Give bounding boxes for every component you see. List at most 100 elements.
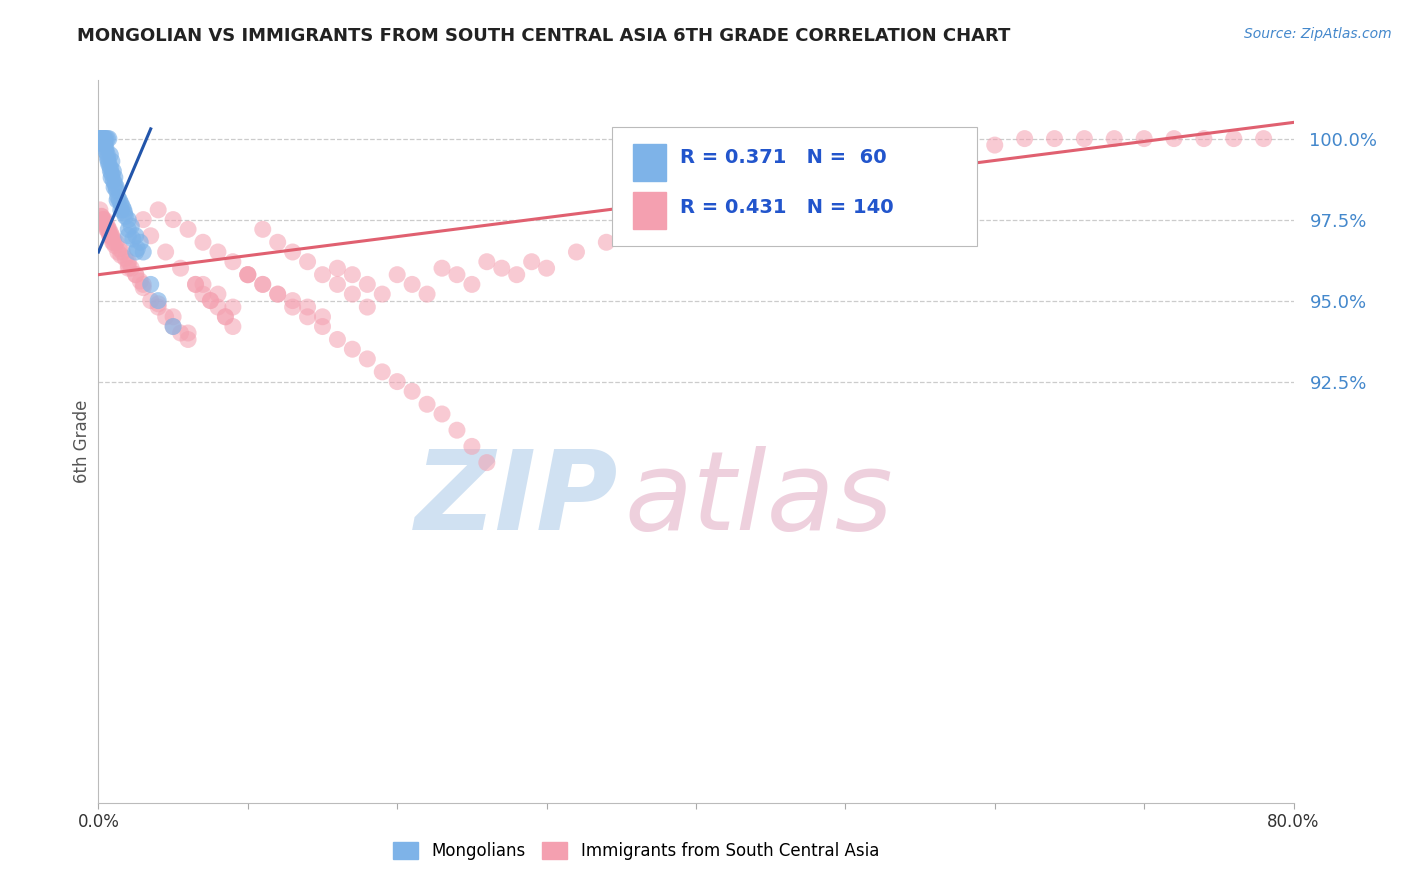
Point bbox=[177, 326, 200, 340]
Point bbox=[177, 222, 200, 236]
Point bbox=[326, 333, 349, 347]
Point bbox=[207, 287, 229, 301]
Point bbox=[626, 228, 648, 243]
Point bbox=[93, 138, 115, 153]
Point bbox=[148, 300, 170, 314]
Point bbox=[103, 235, 125, 250]
Point bbox=[105, 235, 128, 250]
Point bbox=[177, 333, 200, 347]
Point bbox=[924, 148, 946, 162]
Point bbox=[94, 216, 117, 230]
Point bbox=[1163, 131, 1185, 145]
Point bbox=[984, 138, 1007, 153]
Point bbox=[834, 170, 856, 185]
Point bbox=[401, 384, 423, 399]
Point bbox=[112, 202, 135, 217]
Point bbox=[267, 287, 290, 301]
Point bbox=[93, 131, 115, 145]
Point bbox=[200, 293, 222, 308]
Point bbox=[96, 222, 118, 236]
Point bbox=[93, 216, 115, 230]
Point bbox=[252, 222, 274, 236]
Point bbox=[200, 293, 222, 308]
Point bbox=[94, 219, 117, 233]
Point bbox=[385, 268, 409, 282]
Point bbox=[162, 310, 184, 324]
Point bbox=[714, 202, 737, 217]
Point bbox=[104, 238, 127, 252]
Point bbox=[1253, 131, 1275, 145]
Point bbox=[117, 254, 139, 268]
Point bbox=[98, 161, 122, 175]
Point bbox=[416, 397, 439, 411]
Point bbox=[97, 154, 120, 169]
Point bbox=[281, 245, 304, 260]
Point bbox=[148, 202, 170, 217]
Point bbox=[93, 131, 115, 145]
Point bbox=[236, 268, 259, 282]
Point bbox=[804, 180, 827, 194]
Point bbox=[91, 212, 114, 227]
Point bbox=[97, 131, 120, 145]
Point bbox=[184, 277, 207, 292]
Point bbox=[97, 222, 120, 236]
Point bbox=[103, 174, 125, 188]
Point bbox=[214, 310, 236, 324]
Point bbox=[371, 287, 394, 301]
Point bbox=[91, 131, 114, 145]
Point bbox=[297, 310, 319, 324]
Text: atlas: atlas bbox=[624, 446, 893, 553]
Point bbox=[108, 193, 131, 207]
Point bbox=[90, 131, 112, 145]
Point bbox=[139, 277, 162, 292]
Point bbox=[96, 151, 118, 165]
Point bbox=[110, 202, 132, 217]
Point bbox=[385, 375, 409, 389]
Point bbox=[311, 310, 333, 324]
Point bbox=[101, 235, 124, 250]
Point bbox=[93, 212, 115, 227]
Point bbox=[125, 268, 148, 282]
Point bbox=[105, 193, 128, 207]
Point bbox=[252, 277, 274, 292]
Point bbox=[96, 148, 118, 162]
Point bbox=[125, 228, 148, 243]
Point bbox=[103, 232, 125, 246]
Point bbox=[89, 202, 111, 217]
Point bbox=[117, 261, 139, 276]
Point bbox=[1073, 131, 1095, 145]
Point bbox=[745, 196, 768, 211]
Text: R = 0.371   N =  60: R = 0.371 N = 60 bbox=[681, 148, 887, 167]
Bar bbox=[633, 144, 666, 181]
Point bbox=[491, 261, 513, 276]
Point bbox=[446, 268, 468, 282]
Point bbox=[104, 170, 127, 185]
Point bbox=[90, 210, 112, 224]
Point bbox=[461, 277, 484, 292]
Point bbox=[252, 277, 274, 292]
Point bbox=[98, 228, 122, 243]
Point bbox=[281, 293, 304, 308]
Point bbox=[1043, 131, 1066, 145]
Point bbox=[894, 157, 917, 171]
Point bbox=[91, 131, 114, 145]
Point bbox=[132, 245, 155, 260]
Point bbox=[93, 131, 115, 145]
Point bbox=[104, 177, 127, 191]
Point bbox=[1192, 131, 1215, 145]
Point bbox=[97, 157, 120, 171]
Point bbox=[117, 228, 139, 243]
Point bbox=[401, 277, 423, 292]
Point bbox=[90, 210, 112, 224]
Point bbox=[326, 277, 349, 292]
Point bbox=[101, 228, 124, 243]
Point bbox=[461, 439, 484, 453]
Point bbox=[98, 228, 121, 243]
Point bbox=[107, 190, 129, 204]
Point bbox=[342, 342, 364, 356]
Point bbox=[114, 206, 136, 220]
Point bbox=[114, 210, 136, 224]
Point bbox=[114, 252, 136, 266]
Point bbox=[281, 300, 304, 314]
Point bbox=[148, 297, 170, 311]
